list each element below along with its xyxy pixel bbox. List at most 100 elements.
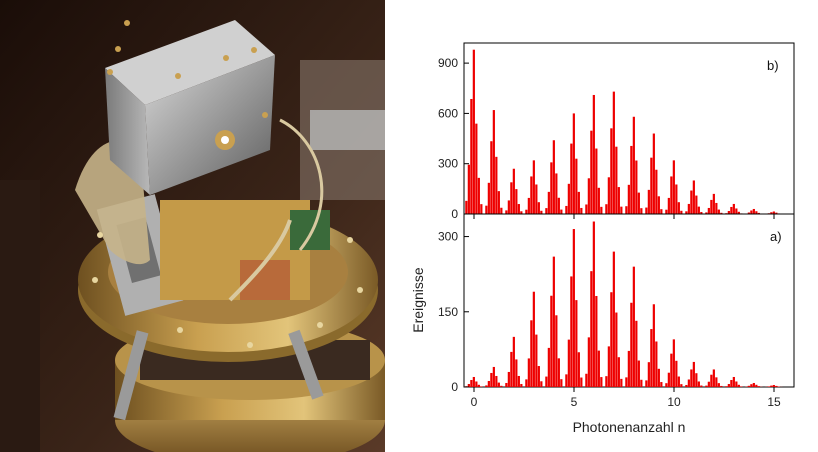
histogram-bar: [685, 211, 688, 214]
histogram-bar: [732, 376, 735, 387]
histogram-bar: [532, 160, 535, 214]
histogram-bar: [660, 382, 663, 387]
histogram-bar: [687, 203, 690, 214]
histogram-bar: [605, 376, 608, 387]
histogram-bar: [637, 360, 640, 387]
histogram-bar: [577, 191, 580, 214]
histogram-bar: [487, 182, 490, 214]
histogram-bar: [547, 191, 550, 214]
histogram-bar: [567, 339, 570, 387]
histogram-bar: [625, 206, 628, 214]
histogram-bar: [505, 382, 508, 387]
histogram-bar: [635, 320, 638, 387]
histogram-bar: [735, 381, 738, 387]
histogram-bar: [672, 339, 675, 387]
histogram-bar: [755, 211, 758, 214]
histogram-bar: [650, 329, 653, 387]
histogram-bar: [687, 379, 690, 387]
histogram-bar: [685, 384, 688, 387]
histogram-bar: [727, 210, 730, 214]
histogram-bar: [477, 177, 480, 214]
histogram-bar: [492, 110, 495, 214]
histogram-bar: [480, 204, 483, 214]
histogram-bar: [490, 372, 493, 387]
histogram-bar: [587, 337, 590, 387]
histogram-bar: [507, 371, 510, 387]
histogram-bar: [690, 190, 693, 214]
histogram-bar: [530, 176, 533, 214]
histogram-bar: [575, 158, 578, 214]
histogram-bar: [595, 295, 598, 387]
histogram-bar: [605, 204, 608, 214]
x-tick-label: 0: [471, 395, 478, 409]
photon-histogram-chart: 0 300 600 900 b) 0 150 300 a) 0 5 10 15 Photonen…: [410, 42, 795, 435]
histogram-bar: [747, 212, 750, 214]
apparatus-photo: [0, 0, 385, 452]
histogram-bar: [607, 177, 610, 214]
histogram-bar: [640, 208, 643, 214]
histogram-bar: [655, 341, 658, 387]
histogram-bar: [530, 320, 533, 387]
histogram-bar: [560, 209, 563, 214]
panel-a-y-ticks: 0 150 300: [438, 230, 469, 394]
y-tick-label: 0: [451, 207, 458, 221]
histogram-bar: [610, 128, 613, 214]
histogram-bar: [557, 358, 560, 387]
histogram-bar: [655, 169, 658, 214]
histogram-bar: [557, 197, 560, 214]
histogram-bar: [540, 210, 543, 214]
histogram-bar: [612, 251, 615, 387]
histogram-bar: [627, 350, 630, 387]
histogram-bar: [657, 196, 660, 214]
histogram-bar: [467, 383, 470, 387]
histogram-bar: [665, 383, 668, 387]
histogram-bar: [627, 184, 630, 214]
histogram-bar: [517, 375, 520, 387]
histogram-bar: [772, 384, 775, 387]
histogram-bar: [645, 380, 648, 387]
histogram-bar: [552, 256, 555, 387]
histogram-bar: [517, 204, 520, 214]
histogram-bar: [595, 148, 598, 214]
histogram-bar: [757, 212, 760, 214]
histogram-bar: [590, 271, 593, 387]
histogram-bar: [560, 379, 563, 387]
histogram-bar: [572, 113, 575, 214]
histogram-bar: [752, 382, 755, 387]
histogram-bar: [477, 384, 480, 387]
histogram-bar: [775, 212, 778, 214]
histogram-bar: [540, 381, 543, 387]
x-tick-label: 5: [571, 395, 578, 409]
histogram-bar: [752, 208, 755, 214]
histogram-bar: [660, 209, 663, 214]
histogram-bar: [470, 379, 473, 387]
histogram-bar: [647, 189, 650, 214]
histogram-bar: [712, 369, 715, 387]
histogram-bar: [750, 210, 753, 214]
x-tick-label: 10: [667, 395, 681, 409]
histogram-bar: [755, 384, 758, 387]
histogram-bar: [675, 360, 678, 387]
histogram-bar: [585, 373, 588, 387]
histogram-bar: [532, 291, 535, 387]
histogram-bar: [677, 376, 680, 387]
histogram-bar: [652, 304, 655, 387]
histogram-bar: [697, 381, 700, 387]
histogram-bar: [705, 212, 708, 214]
histogram-bar: [720, 385, 723, 387]
histogram-bar: [610, 292, 613, 387]
histogram-bar: [555, 315, 558, 387]
histogram-bar: [735, 208, 738, 214]
histogram-bar: [772, 211, 775, 214]
panel-a-bars: [465, 221, 783, 387]
histogram-bar: [665, 209, 668, 214]
histogram-bar: [550, 295, 553, 387]
histogram-bar: [730, 206, 733, 214]
histogram-bar: [535, 184, 538, 214]
histogram-bar: [607, 346, 610, 387]
histogram-bar: [700, 211, 703, 214]
histogram-bar: [550, 162, 553, 214]
histogram-bar: [707, 207, 710, 214]
histogram-bar: [537, 202, 540, 214]
histogram-bar: [727, 383, 730, 387]
